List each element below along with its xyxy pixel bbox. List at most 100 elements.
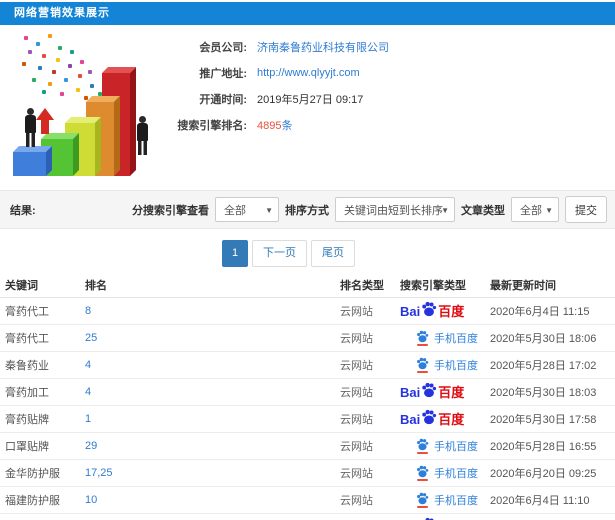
header-rank-type: 排名类型 — [340, 279, 384, 292]
rank-type-cell: 云网站 — [340, 414, 373, 426]
table-row: 福建防护服 10 云网站 手机百度 2020年6月4日 11:10 — [0, 487, 615, 514]
rank-type-cell: 云网站 — [340, 387, 373, 399]
opened-label: 开通时间: — [199, 94, 247, 106]
rank-link[interactable]: 17,25 — [85, 467, 113, 479]
keyword-cell: 秦鲁药业 — [5, 360, 49, 372]
article-type-select[interactable]: 全部 ▼ — [511, 197, 559, 222]
mobile-baidu-logo: 手机百度 — [416, 465, 478, 481]
growth-chart-illustration — [8, 30, 178, 180]
updated-cell: 2020年6月4日 11:15 — [490, 306, 590, 318]
rank-link[interactable]: 29 — [85, 440, 98, 452]
mobile-baidu-paw-icon — [416, 492, 430, 508]
rank-link[interactable]: 25 — [85, 332, 98, 344]
site-link[interactable]: http://www.qlyyjt.com — [257, 67, 360, 79]
pagination: 1 下一页 尾页 — [222, 240, 355, 267]
page-title: 网络营销效果展示 — [14, 7, 110, 19]
baidu-paw-icon — [417, 438, 429, 451]
keyword-rank-table: 关键词 排名 排名类型 搜索引擎类型 最新更新时间 膏药代工 8 云网站 Bai… — [0, 272, 615, 520]
mobile-baidu-paw-icon — [416, 357, 430, 373]
baidu-latin-text: Bai — [400, 303, 421, 319]
baidu-logo: Bai 百度 — [400, 301, 464, 320]
site-label: 推广地址: — [199, 68, 247, 80]
rank-link[interactable]: 10 — [85, 494, 98, 506]
mobile-baidu-label: 手机百度 — [434, 441, 478, 453]
info-row-rank-count: 搜索引擎排名: 4895条 — [165, 116, 292, 134]
rank-link[interactable]: 1 — [85, 413, 92, 425]
engine-filter-value: 全部 — [224, 204, 246, 217]
engine-cell: Bai 百度 — [400, 301, 492, 320]
baidu-cn-text: 百度 — [438, 384, 465, 400]
chevron-down-icon: ▼ — [441, 206, 449, 215]
article-type-value: 全部 — [520, 204, 542, 217]
rank-type-cell: 云网站 — [340, 333, 373, 345]
engine-filter-select[interactable]: 全部 ▼ — [215, 197, 279, 222]
header-rank: 排名 — [85, 279, 107, 292]
mobile-baidu-label: 手机百度 — [434, 360, 478, 372]
article-type-label: 文章类型 — [461, 204, 505, 217]
filter-group: 分搜索引擎查看 全部 ▼ 排序方式 关键词由短到长排序 ▼ 文章类型 全部 ▼ … — [132, 196, 607, 223]
mobile-baidu-logo: 手机百度 — [416, 438, 478, 454]
table-row: 膏药贴牌 1 云网站 Bai 百度 2020年5月30日 17:58 — [0, 406, 615, 433]
rank-type-cell: 云网站 — [340, 441, 373, 453]
sort-filter-select[interactable]: 关键词由短到长排序 ▼ — [335, 197, 455, 222]
opened-value: 2019年5月27日 09:17 — [257, 94, 364, 106]
table-row: 膏药代工 8 云网站 Bai 百度 2020年6月4日 11:15 — [0, 298, 615, 325]
keyword-cell: 福建防护服 — [5, 495, 60, 507]
filter-bar: 结果: 分搜索引擎查看 全部 ▼ 排序方式 关键词由短到长排序 ▼ 文章类型 全… — [0, 190, 615, 229]
engine-filter-label: 分搜索引擎查看 — [132, 204, 209, 217]
updated-cell: 2020年5月28日 17:02 — [490, 360, 597, 372]
engine-cell: Bai 百度 — [400, 409, 492, 428]
header-keyword: 关键词 — [5, 279, 38, 292]
submit-button[interactable]: 提交 — [565, 196, 607, 223]
updated-cell: 2020年6月20日 09:25 — [490, 468, 597, 480]
info-row-site: 推广地址: http://www.qlyyjt.com — [165, 64, 360, 82]
baidu-paw-icon — [422, 409, 437, 425]
result-label: 结果: — [10, 204, 36, 217]
info-row-opened: 开通时间: 2019年5月27日 09:17 — [165, 90, 363, 108]
keyword-cell: 膏药贴牌 — [5, 414, 49, 426]
baidu-paw-icon — [417, 357, 429, 370]
chevron-down-icon: ▼ — [545, 206, 553, 215]
updated-cell: 2020年5月30日 18:06 — [490, 333, 597, 345]
baidu-paw-icon — [422, 382, 437, 398]
bar-blue — [13, 152, 46, 176]
baidu-paw-icon — [417, 492, 429, 505]
baidu-paw-icon — [422, 301, 437, 317]
table-body: 膏药代工 8 云网站 Bai 百度 2020年6月4日 11:15 膏药代工 25… — [0, 298, 615, 520]
engine-cell: 手机百度 — [400, 492, 492, 508]
updated-cell: 2020年5月28日 16:55 — [490, 441, 597, 453]
table-row: 金华防护服 17,25 云网站 手机百度 2020年6月20日 09:25 — [0, 460, 615, 487]
keyword-cell: 膏药代工 — [5, 333, 49, 345]
rank-link[interactable]: 4 — [85, 359, 92, 371]
up-arrow-icon — [36, 108, 54, 136]
mobile-baidu-logo: 手机百度 — [416, 330, 478, 346]
table-row: 膏药代工 25 云网站 手机百度 2020年5月30日 18:06 — [0, 325, 615, 352]
updated-cell: 2020年5月30日 18:03 — [490, 387, 597, 399]
rank-count-label: 搜索引擎排名: — [177, 120, 247, 132]
rank-link[interactable]: 8 — [85, 305, 92, 317]
chevron-down-icon: ▼ — [265, 206, 273, 215]
last-page-button[interactable]: 尾页 — [311, 240, 355, 267]
next-page-button[interactable]: 下一页 — [252, 240, 307, 267]
company-link[interactable]: 济南秦鲁药业科技有限公司 — [257, 42, 389, 54]
baidu-cn-text: 百度 — [438, 411, 465, 427]
mobile-baidu-label: 手机百度 — [434, 468, 478, 480]
updated-cell: 2020年6月4日 11:10 — [490, 495, 590, 507]
updated-cell: 2020年5月30日 17:58 — [490, 414, 597, 426]
baidu-paw-icon — [417, 465, 429, 478]
page-1-button[interactable]: 1 — [222, 240, 248, 267]
rank-link[interactable]: 4 — [85, 386, 92, 398]
confetti-dots-icon — [18, 32, 22, 36]
baidu-logo: Bai 百度 — [400, 382, 465, 401]
keyword-cell: 膏药加工 — [5, 387, 49, 399]
header-updated: 最新更新时间 — [490, 279, 556, 292]
mobile-baidu-paw-icon — [416, 465, 430, 481]
mobile-baidu-label: 手机百度 — [434, 333, 478, 345]
rank-type-cell: 云网站 — [340, 495, 373, 507]
mobile-baidu-paw-icon — [416, 438, 430, 454]
rank-type-cell: 云网站 — [340, 468, 373, 480]
engine-cell: 手机百度 — [400, 357, 492, 373]
sort-filter-label: 排序方式 — [285, 204, 329, 217]
